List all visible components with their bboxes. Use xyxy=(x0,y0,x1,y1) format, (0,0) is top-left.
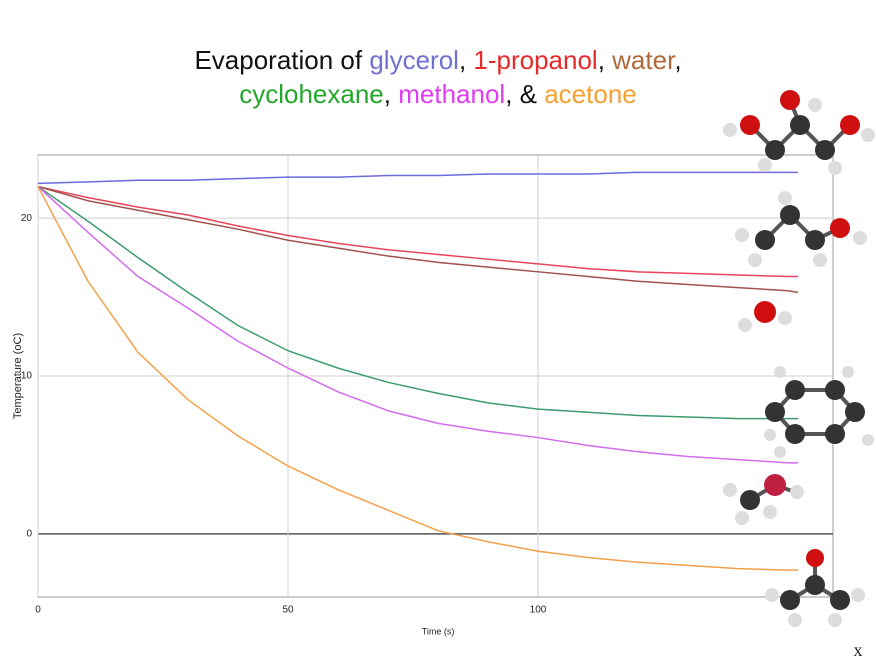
x-tick-label: 100 xyxy=(530,605,547,616)
water-molecule xyxy=(738,301,792,332)
title-part: , xyxy=(598,45,612,75)
lines xyxy=(37,171,799,571)
x-axis-label: Time (s) xyxy=(422,626,455,636)
title-part: , xyxy=(459,45,473,75)
y-tick-label: 10 xyxy=(21,371,33,382)
series-line xyxy=(37,186,798,464)
x-tick-label: 50 xyxy=(282,605,294,616)
series-line xyxy=(37,171,798,185)
title-part: acetone xyxy=(544,79,637,109)
y-tick-label: 0 xyxy=(26,528,32,539)
y-tick-label: 20 xyxy=(21,213,33,224)
acetone-molecule xyxy=(765,549,865,627)
title-part: , & xyxy=(505,79,544,109)
title-part: , xyxy=(384,79,398,109)
title-part: methanol xyxy=(398,79,505,109)
cyclohexane-molecule xyxy=(764,366,874,458)
title-part: cyclohexane xyxy=(239,79,384,109)
title-part: , xyxy=(674,45,681,75)
series-line xyxy=(37,185,798,420)
title-part: glycerol xyxy=(369,45,459,75)
title-line: Evaporation of glycerol, 1-propanol, wat… xyxy=(194,45,681,75)
y-axis-label: Temperature (oC) xyxy=(12,333,24,419)
glycerol-molecule xyxy=(723,90,875,175)
series-line xyxy=(37,186,798,571)
title-line: cyclohexane, methanol, & acetone xyxy=(239,79,637,109)
title-part: 1-propanol xyxy=(473,45,597,75)
close-mark[interactable]: x xyxy=(854,640,863,660)
series-line xyxy=(37,185,799,294)
methanol-molecule xyxy=(723,474,804,525)
title-part: Evaporation of xyxy=(194,45,369,75)
chart-title: Evaporation of glycerol, 1-propanol, wat… xyxy=(194,45,681,109)
title-part: water xyxy=(611,45,676,75)
x-tick-label: 0 xyxy=(35,605,41,616)
grid: 0 10 20 0 50 100 xyxy=(21,155,833,616)
series-line xyxy=(37,185,798,278)
propanol-molecule xyxy=(735,191,867,267)
